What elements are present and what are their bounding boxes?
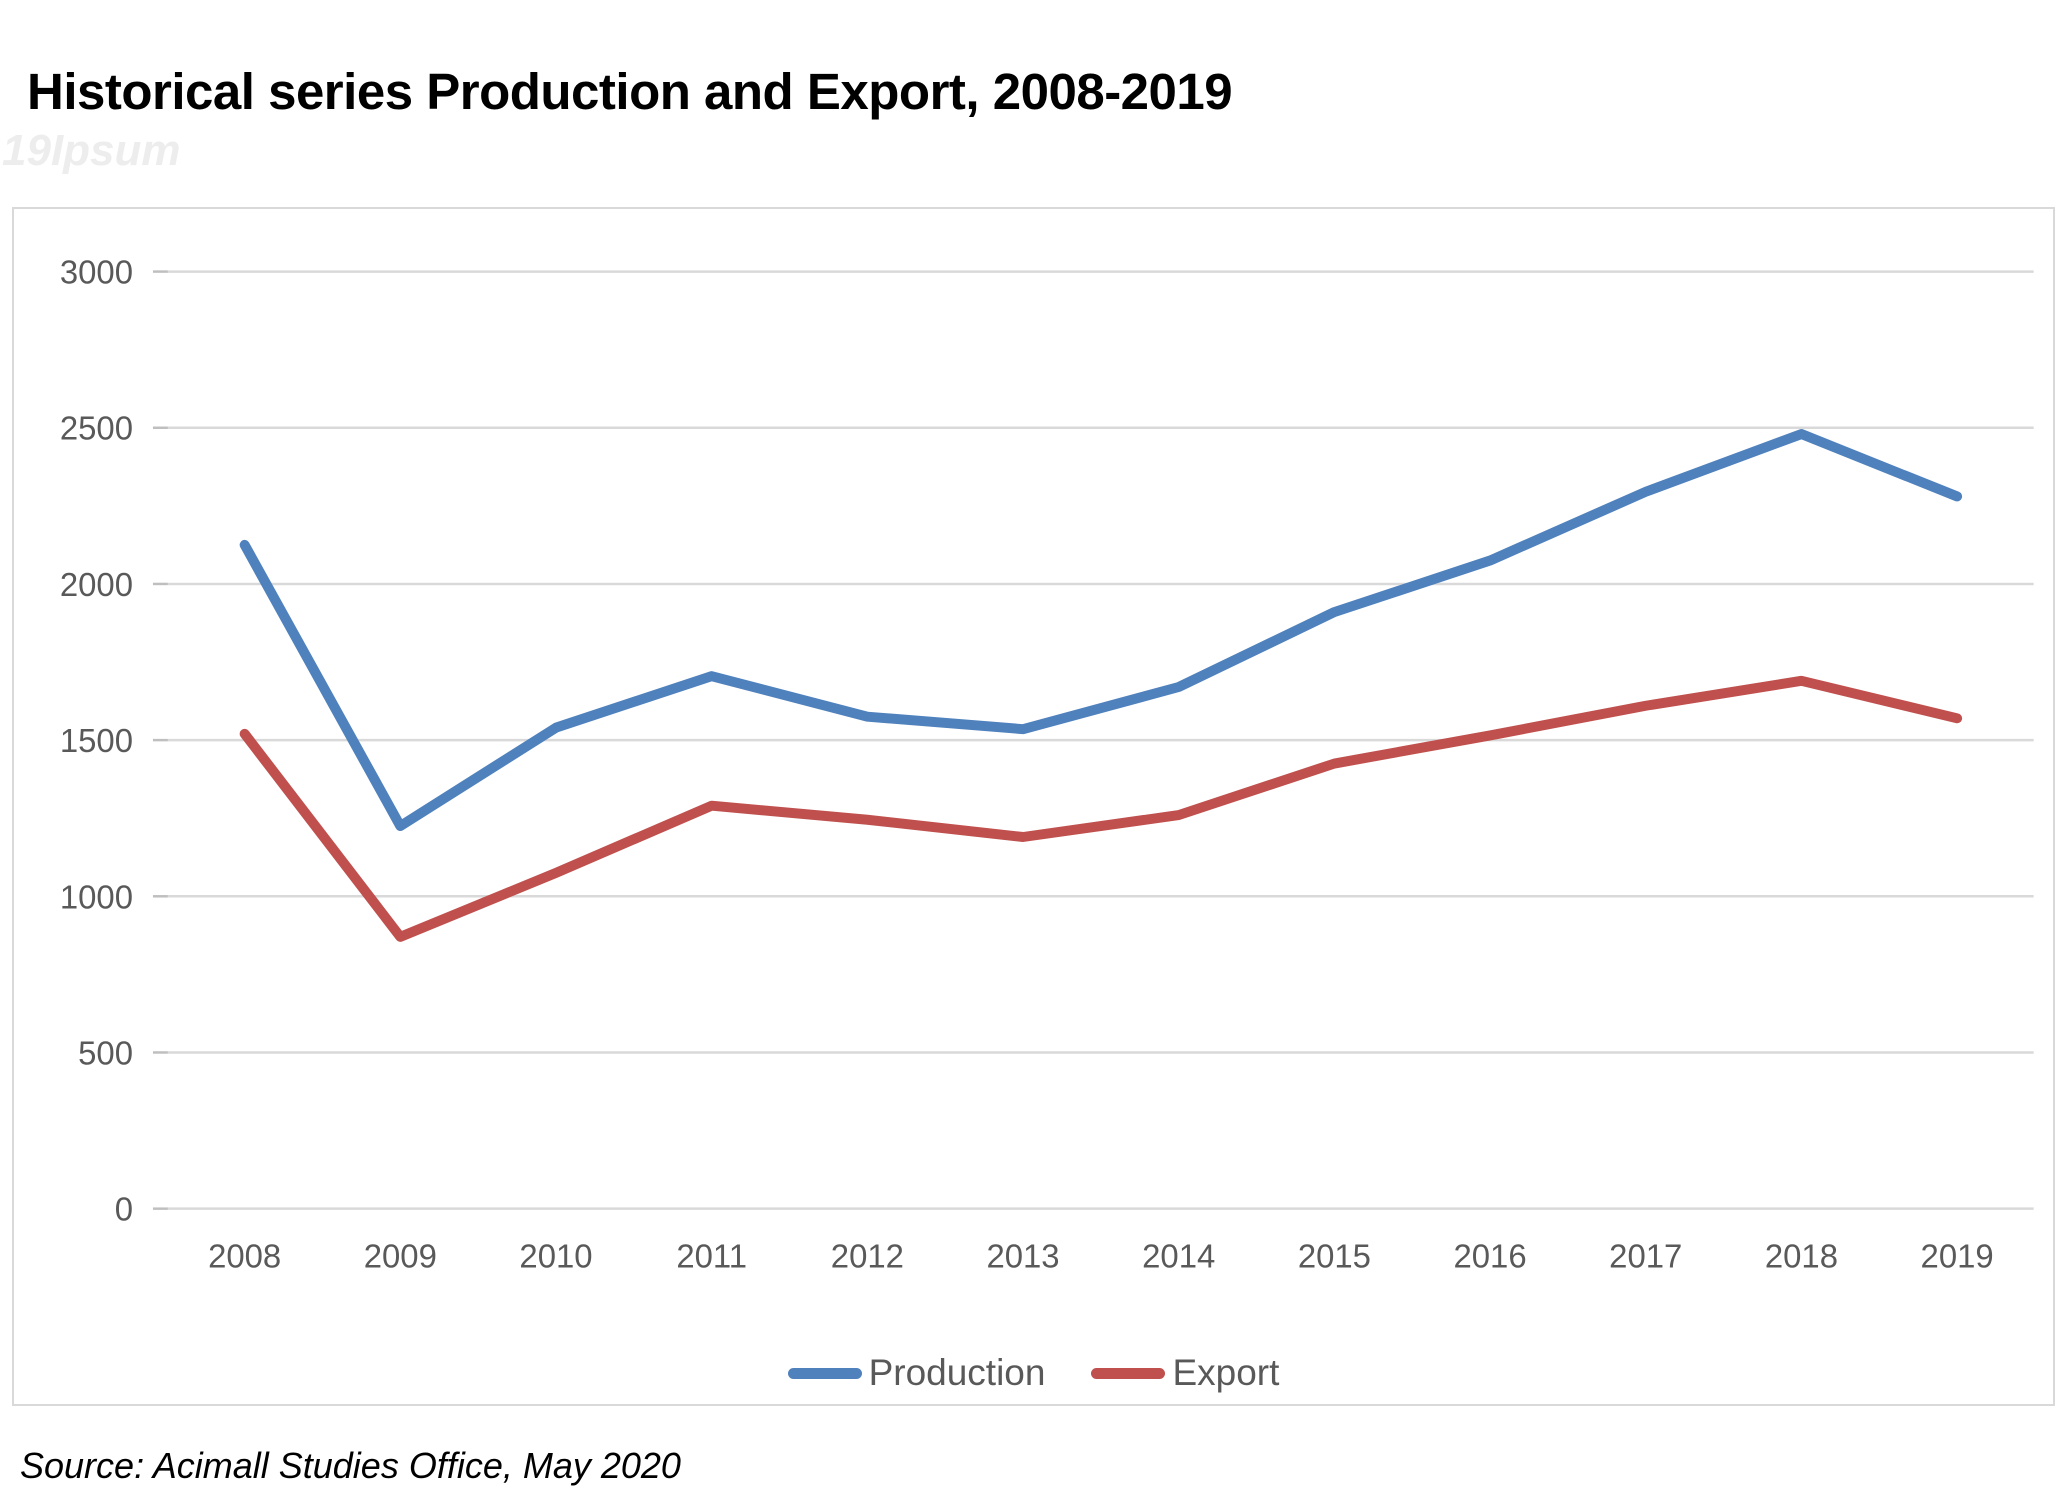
svg-text:2017: 2017: [1609, 1237, 1682, 1274]
export-legend-line-icon: [1091, 1367, 1166, 1379]
svg-text:1000: 1000: [60, 878, 133, 915]
production-legend-line-icon: [787, 1367, 862, 1379]
svg-text:2000: 2000: [60, 566, 133, 603]
svg-text:2500: 2500: [60, 410, 133, 447]
svg-text:2008: 2008: [208, 1237, 281, 1274]
legend-item-production: Production: [787, 1352, 1046, 1394]
legend-item-export: Export: [1091, 1352, 1279, 1394]
svg-text:2011: 2011: [676, 1237, 747, 1274]
svg-text:2010: 2010: [519, 1237, 592, 1274]
legend-label-production: Production: [868, 1352, 1046, 1393]
chart-legend: Production Export: [14, 1352, 2053, 1394]
chart-area: 0 500 1000 1500 2000 2500 3000 2008 2009 2010 2011…: [12, 207, 2055, 1406]
svg-text:2018: 2018: [1765, 1237, 1838, 1274]
svg-text:2015: 2015: [1298, 1237, 1371, 1274]
watermark: 19Ipsum: [2, 126, 181, 175]
svg-text:0: 0: [115, 1191, 133, 1228]
svg-text:1500: 1500: [60, 722, 133, 759]
svg-text:2013: 2013: [986, 1237, 1059, 1274]
svg-text:2019: 2019: [1921, 1237, 1994, 1274]
source-caption: Source: Acimall Studies Office, May 2020: [20, 1445, 681, 1486]
svg-text:2014: 2014: [1142, 1237, 1215, 1274]
legend-label-export: Export: [1172, 1352, 1280, 1393]
svg-text:500: 500: [78, 1034, 133, 1071]
svg-text:2012: 2012: [831, 1237, 904, 1274]
line-chart-plot: 0 500 1000 1500 2000 2500 3000 2008 2009 2010 2011…: [60, 254, 2034, 1274]
svg-text:2009: 2009: [364, 1237, 437, 1274]
svg-text:3000: 3000: [60, 254, 133, 291]
chart-title: Historical series Production and Export,…: [27, 63, 1233, 120]
svg-text:2016: 2016: [1454, 1237, 1527, 1274]
